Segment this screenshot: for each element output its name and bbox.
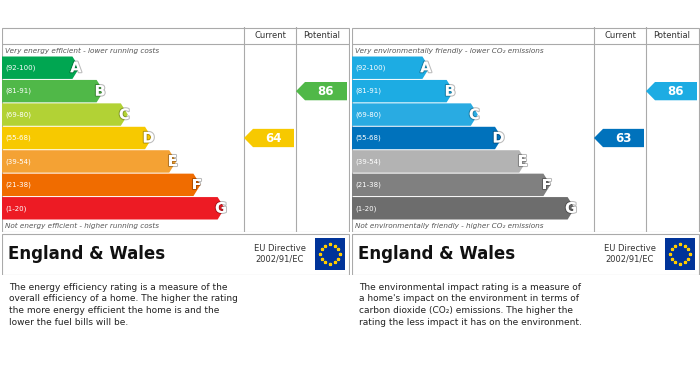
Text: A: A — [420, 60, 432, 75]
Text: Environmental Impact (CO₂) Rating: Environmental Impact (CO₂) Rating — [358, 7, 590, 20]
Text: (1-20): (1-20) — [355, 205, 377, 212]
Polygon shape — [2, 57, 79, 79]
Text: (55-68): (55-68) — [5, 135, 31, 141]
Text: G: G — [215, 201, 228, 216]
Text: (92-100): (92-100) — [355, 65, 386, 71]
Text: 63: 63 — [615, 131, 631, 145]
Text: (21-38): (21-38) — [355, 181, 381, 188]
Polygon shape — [594, 129, 644, 147]
Polygon shape — [2, 150, 176, 173]
Text: England & Wales: England & Wales — [8, 245, 165, 263]
Text: C: C — [469, 107, 480, 122]
Text: Very environmentally friendly - lower CO₂ emissions: Very environmentally friendly - lower CO… — [355, 48, 544, 54]
Text: C: C — [119, 107, 130, 122]
Text: 86: 86 — [318, 84, 335, 98]
Polygon shape — [2, 80, 104, 102]
Text: (81-91): (81-91) — [5, 88, 31, 94]
Polygon shape — [352, 80, 454, 102]
Text: The environmental impact rating is a measure of
a home's impact on the environme: The environmental impact rating is a mea… — [359, 283, 582, 327]
Text: (21-38): (21-38) — [5, 181, 31, 188]
Text: 64: 64 — [265, 131, 281, 145]
Text: (69-80): (69-80) — [5, 111, 31, 118]
Polygon shape — [352, 150, 526, 173]
Text: (39-54): (39-54) — [5, 158, 31, 165]
Text: D: D — [143, 131, 155, 145]
Polygon shape — [646, 82, 697, 100]
Text: (39-54): (39-54) — [355, 158, 381, 165]
Text: Not environmentally friendly - higher CO₂ emissions: Not environmentally friendly - higher CO… — [355, 223, 543, 229]
Text: Current: Current — [254, 31, 286, 40]
Text: F: F — [192, 178, 202, 192]
Text: (55-68): (55-68) — [355, 135, 381, 141]
Bar — [665, 238, 695, 270]
Text: G: G — [565, 201, 578, 216]
Text: EU Directive
2002/91/EC: EU Directive 2002/91/EC — [254, 244, 306, 264]
Polygon shape — [2, 174, 200, 196]
Text: Energy Efficiency Rating: Energy Efficiency Rating — [8, 7, 171, 20]
Polygon shape — [2, 127, 152, 149]
Text: E: E — [168, 154, 178, 169]
Text: EU Directive
2002/91/EC: EU Directive 2002/91/EC — [604, 244, 656, 264]
Text: E: E — [518, 154, 528, 169]
Polygon shape — [352, 127, 502, 149]
Text: 86: 86 — [668, 84, 685, 98]
Polygon shape — [244, 129, 294, 147]
Text: B: B — [444, 84, 456, 99]
Text: A: A — [70, 60, 82, 75]
Polygon shape — [2, 197, 225, 219]
Bar — [315, 238, 345, 270]
Text: (81-91): (81-91) — [355, 88, 381, 94]
Polygon shape — [2, 103, 128, 126]
Polygon shape — [352, 57, 429, 79]
Text: F: F — [542, 178, 552, 192]
Text: (92-100): (92-100) — [5, 65, 36, 71]
Text: B: B — [94, 84, 106, 99]
Text: The energy efficiency rating is a measure of the
overall efficiency of a home. T: The energy efficiency rating is a measur… — [9, 283, 238, 327]
Text: England & Wales: England & Wales — [358, 245, 515, 263]
Polygon shape — [352, 197, 575, 219]
Text: Potential: Potential — [304, 31, 340, 40]
Text: (1-20): (1-20) — [5, 205, 27, 212]
Text: (69-80): (69-80) — [355, 111, 381, 118]
Text: Very energy efficient - lower running costs: Very energy efficient - lower running co… — [5, 48, 159, 54]
Text: Current: Current — [604, 31, 636, 40]
Polygon shape — [352, 103, 478, 126]
Text: Not energy efficient - higher running costs: Not energy efficient - higher running co… — [5, 223, 159, 229]
Text: Potential: Potential — [654, 31, 690, 40]
Text: D: D — [493, 131, 505, 145]
Polygon shape — [352, 174, 550, 196]
Polygon shape — [296, 82, 347, 100]
